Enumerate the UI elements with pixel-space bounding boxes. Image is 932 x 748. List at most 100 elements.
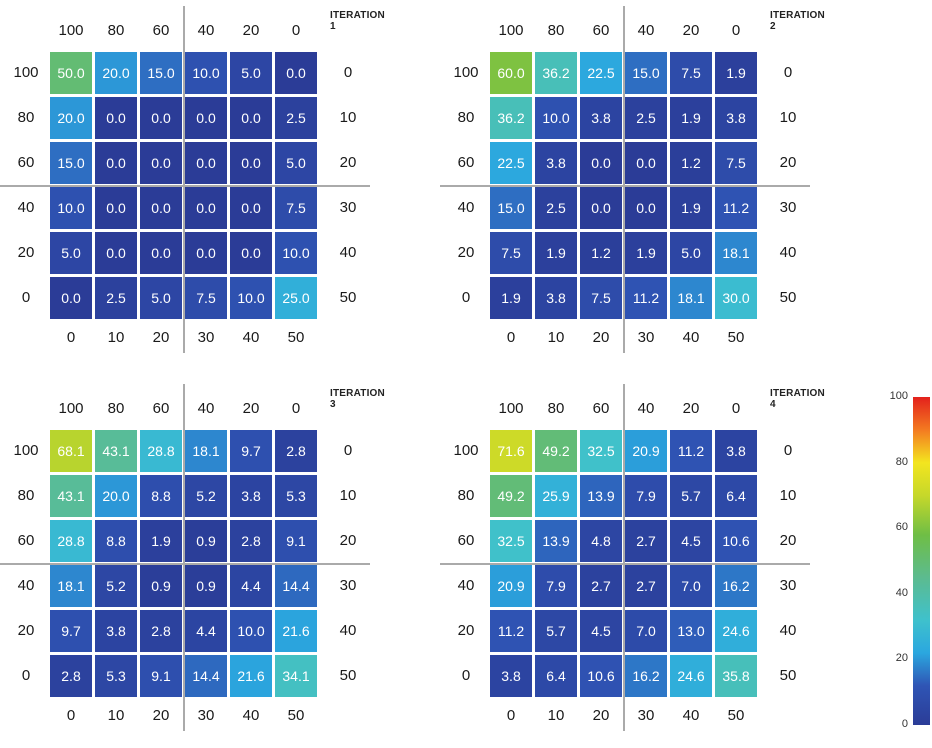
right-axis-label: 20	[339, 532, 357, 549]
heatmap-cell: 3.8	[490, 655, 532, 697]
bottom-axis-label: 10	[107, 329, 125, 346]
colorbar-gradient	[913, 397, 930, 725]
heatmap-cell: 71.6	[490, 430, 532, 472]
heatmap-cell: 0.0	[50, 277, 92, 319]
heatmap-cell: 3.8	[95, 610, 137, 652]
left-axis-label: 100	[13, 64, 39, 81]
heatmap-cell: 6.4	[715, 475, 757, 517]
vertical-divider	[183, 6, 185, 353]
heatmap-cell: 7.0	[670, 565, 712, 607]
right-axis-label: 40	[779, 622, 797, 639]
heatmap-cell: 7.9	[535, 565, 577, 607]
heatmap-cell: 22.5	[580, 52, 622, 94]
heatmap-cell: 1.9	[625, 232, 667, 274]
heatmap-cell: 2.5	[275, 97, 317, 139]
left-axis-label: 20	[457, 244, 475, 261]
heatmap-panel: ITERATION 4 100 80 60 40 20 0 0 10 20 30 40 50 100 80 6…	[440, 378, 825, 748]
heatmap-cell: 4.4	[185, 610, 227, 652]
heatmap-cell: 68.1	[50, 430, 92, 472]
heatmap-cell: 2.8	[275, 430, 317, 472]
right-axis-label: 0	[783, 64, 793, 81]
heatmap-cell: 0.0	[580, 142, 622, 184]
heatmap-cell: 4.8	[580, 520, 622, 562]
heatmap-cell: 7.9	[625, 475, 667, 517]
left-axis-label: 0	[461, 289, 471, 306]
heatmap-cell: 5.2	[185, 475, 227, 517]
heatmap-cell: 49.2	[490, 475, 532, 517]
left-axis-label: 100	[13, 442, 39, 459]
heatmap-cell: 16.2	[625, 655, 667, 697]
left-axis-label: 80	[17, 109, 35, 126]
heatmap-cell: 15.0	[140, 52, 182, 94]
left-axis-label: 80	[17, 487, 35, 504]
heatmap-cell: 3.8	[230, 475, 272, 517]
heatmap-cell: 32.5	[580, 430, 622, 472]
heatmap-cell: 4.4	[230, 565, 272, 607]
horizontal-divider	[0, 185, 370, 187]
colorbar-tick-label: 100	[889, 390, 908, 402]
heatmap-cell: 5.0	[230, 52, 272, 94]
heatmap-cell: 36.2	[490, 97, 532, 139]
heatmap-cell: 0.0	[625, 142, 667, 184]
heatmap-cell: 7.5	[580, 277, 622, 319]
heatmap-cell: 34.1	[275, 655, 317, 697]
left-axis-label: 60	[17, 532, 35, 549]
heatmap-cell: 0.0	[140, 142, 182, 184]
heatmap-cell: 21.6	[230, 655, 272, 697]
horizontal-divider	[440, 563, 810, 565]
right-axis-label: 50	[779, 289, 797, 306]
bottom-axis-label: 10	[107, 707, 125, 724]
heatmap-cell: 0.0	[580, 187, 622, 229]
left-axis-label: 100	[453, 442, 479, 459]
heatmap-cell: 2.5	[95, 277, 137, 319]
colorbar-tick-label: 60	[895, 521, 908, 534]
heatmap-cell: 10.0	[50, 187, 92, 229]
bottom-axis-label: 30	[637, 707, 655, 724]
heatmap-cell: 9.1	[140, 655, 182, 697]
heatmap-cell: 5.0	[275, 142, 317, 184]
bottom-axis-label: 20	[592, 707, 610, 724]
bottom-axis-label: 0	[66, 329, 76, 346]
panel-title: ITERATION 2	[770, 10, 825, 32]
top-axis-label: 0	[291, 400, 301, 417]
right-axis-label: 20	[779, 532, 797, 549]
heatmap-cell: 20.0	[95, 52, 137, 94]
left-axis-label: 40	[17, 577, 35, 594]
bottom-axis-label: 40	[682, 707, 700, 724]
top-axis-label: 0	[731, 400, 741, 417]
left-axis-label: 20	[17, 622, 35, 639]
heatmap-cell: 5.2	[95, 565, 137, 607]
right-axis-label: 50	[339, 289, 357, 306]
top-axis-label: 20	[242, 400, 260, 417]
bottom-axis-label: 0	[506, 707, 516, 724]
heatmap-cell: 14.4	[275, 565, 317, 607]
heatmap-cell: 5.3	[95, 655, 137, 697]
heatmap-cell: 3.8	[535, 142, 577, 184]
top-axis-label: 0	[291, 22, 301, 39]
vertical-divider	[623, 384, 625, 731]
left-axis-label: 60	[457, 154, 475, 171]
left-axis-label: 100	[453, 64, 479, 81]
heatmap-cell: 1.9	[535, 232, 577, 274]
heatmap-cell: 43.1	[50, 475, 92, 517]
bottom-axis-label: 50	[287, 707, 305, 724]
heatmap-cell: 1.9	[670, 97, 712, 139]
heatmap-cell: 0.0	[95, 97, 137, 139]
bottom-axis-label: 30	[197, 707, 215, 724]
vertical-divider	[623, 6, 625, 353]
heatmap-cell: 50.0	[50, 52, 92, 94]
heatmap-cell: 0.9	[140, 565, 182, 607]
heatmap-cell: 1.2	[670, 142, 712, 184]
heatmap-cell: 20.0	[50, 97, 92, 139]
heatmap-cell: 2.7	[625, 565, 667, 607]
heatmap-cell: 7.5	[715, 142, 757, 184]
panel-title: ITERATION 1	[330, 10, 385, 32]
colorbar-tick-label: 20	[895, 652, 908, 665]
heatmap-cell: 2.7	[580, 565, 622, 607]
heatmap-cell: 5.3	[275, 475, 317, 517]
heatmap-cell: 10.0	[535, 97, 577, 139]
heatmap-cell: 5.7	[535, 610, 577, 652]
bottom-axis-label: 50	[727, 707, 745, 724]
heatmap-cell: 2.8	[50, 655, 92, 697]
right-axis-label: 40	[339, 622, 357, 639]
